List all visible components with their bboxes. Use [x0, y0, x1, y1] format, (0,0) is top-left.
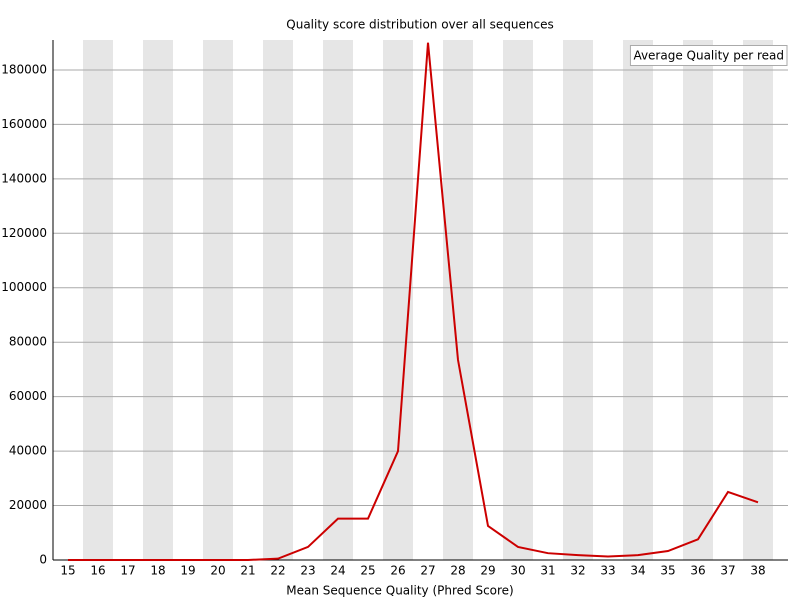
data-line: [68, 42, 759, 561]
stripe: [563, 40, 593, 560]
x-tick-label: 18: [150, 564, 165, 578]
chart-title: Quality score distribution over all sequ…: [286, 18, 553, 32]
x-tick-label: 23: [300, 564, 315, 578]
x-tick-label: 21: [240, 564, 255, 578]
x-tick-label: 34: [630, 564, 645, 578]
x-tick-label: 28: [450, 564, 465, 578]
x-tick-label: 35: [660, 564, 675, 578]
x-tick-label: 22: [270, 564, 285, 578]
x-tick-label: 32: [570, 564, 585, 578]
x-tick-label: 26: [390, 564, 405, 578]
stripe: [443, 40, 473, 560]
y-tick-label: 0: [39, 553, 47, 567]
x-tick-label: 19: [180, 564, 195, 578]
stripe: [143, 40, 173, 560]
x-tick-label: 36: [690, 564, 705, 578]
y-tick-label: 80000: [9, 335, 47, 349]
y-tick-label: 100000: [1, 280, 47, 294]
stripe: [743, 40, 773, 560]
stripe: [263, 40, 293, 560]
x-tick-label: 30: [510, 564, 525, 578]
y-tick-label: 120000: [1, 226, 47, 240]
x-tick-label: 16: [90, 564, 105, 578]
stripe: [623, 40, 653, 560]
x-tick-label: 31: [540, 564, 555, 578]
y-tick-label: 180000: [1, 62, 47, 76]
y-tick-label: 160000: [1, 117, 47, 131]
x-tick-label: 33: [600, 564, 615, 578]
x-tick-label: 15: [60, 564, 75, 578]
stripe: [83, 40, 113, 560]
stripe: [323, 40, 353, 560]
y-tick-label: 140000: [1, 171, 47, 185]
x-tick-label: 24: [330, 564, 345, 578]
stripe: [683, 40, 713, 560]
x-axis-title: Mean Sequence Quality (Phred Score): [286, 584, 514, 598]
legend-box: [629, 45, 788, 66]
x-tick-label: 17: [120, 564, 135, 578]
stripe: [203, 40, 233, 560]
x-tick-label: 38: [750, 564, 765, 578]
x-tick-label: 37: [720, 564, 735, 578]
x-tick-label: 25: [360, 564, 375, 578]
y-tick-label: 20000: [9, 498, 47, 512]
x-tick-label: 27: [420, 564, 435, 578]
legend-label: Average Quality per read: [633, 49, 784, 63]
y-tick-label: 40000: [9, 444, 47, 458]
y-tick-label: 60000: [9, 389, 47, 403]
x-tick-label: 29: [480, 564, 495, 578]
x-tick-label: 20: [210, 564, 225, 578]
stripe: [503, 40, 533, 560]
